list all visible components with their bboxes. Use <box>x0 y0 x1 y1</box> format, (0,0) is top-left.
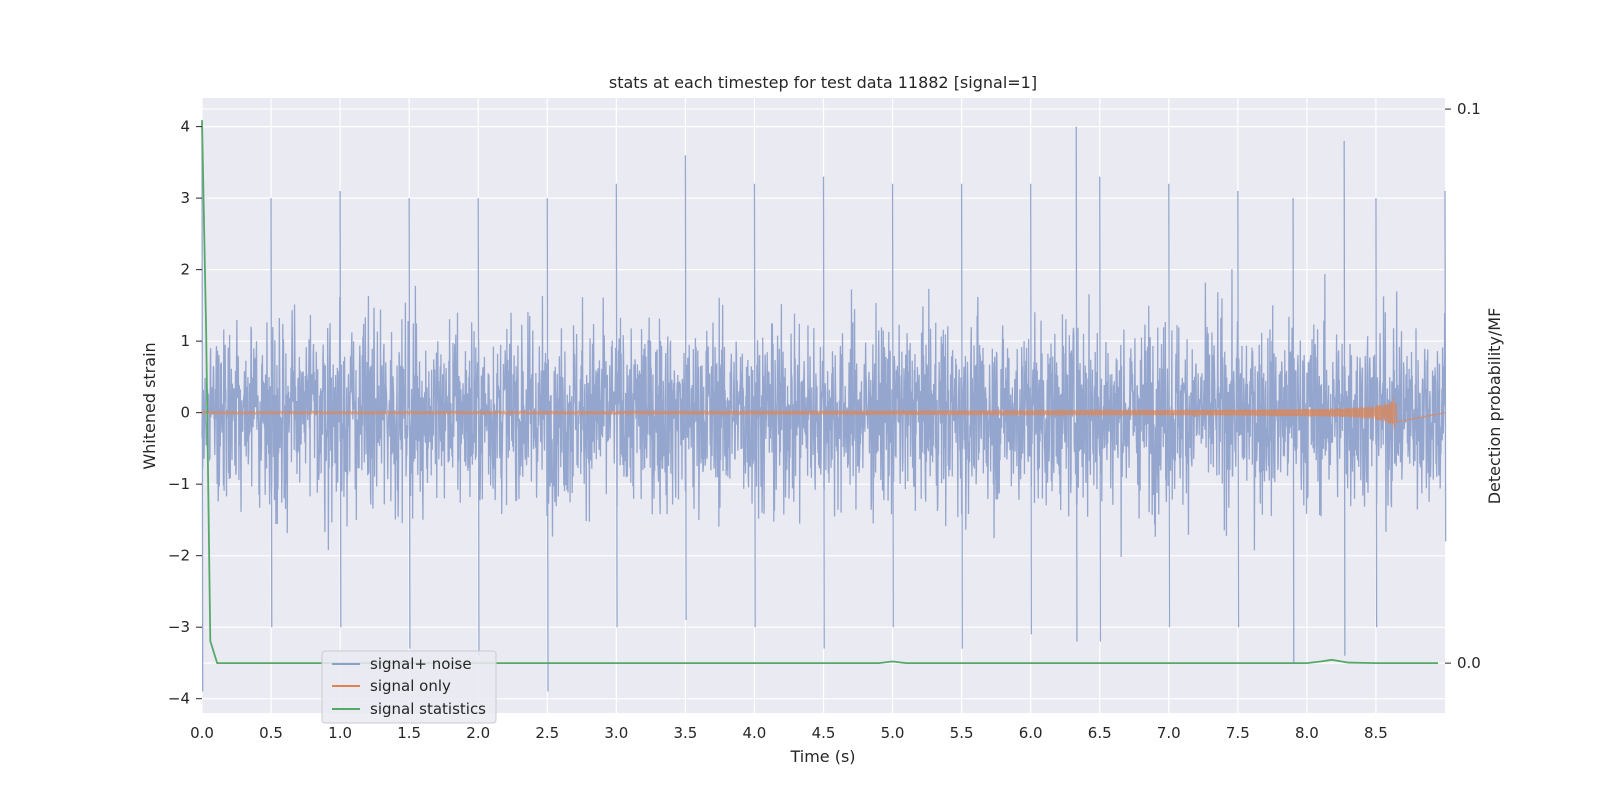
legend: signal+ noise signal only signal statist… <box>321 650 497 724</box>
x-tick-label: 7.0 <box>1157 724 1181 742</box>
signal-statistics-line <box>201 120 1439 665</box>
x-tick-label: 8.5 <box>1364 724 1388 742</box>
y-tick-label: 3 <box>180 189 190 207</box>
x-tick-label: 3.0 <box>604 724 628 742</box>
x-tick-label: 1.5 <box>397 724 421 742</box>
x-tick-label: 2.0 <box>466 724 490 742</box>
chart-title: stats at each timestep for test data 118… <box>609 73 1037 92</box>
x-tick-label: 4.5 <box>812 724 836 742</box>
x-tick-label: 4.0 <box>743 724 767 742</box>
x-axis-label: Time (s) <box>789 747 855 766</box>
y-tick-label: 1 <box>180 332 190 350</box>
x-tick-label: 6.0 <box>1019 724 1043 742</box>
signal-only-line <box>201 398 1446 429</box>
x-tick-label: 6.5 <box>1088 724 1112 742</box>
x-tick-label: 1.0 <box>328 724 352 742</box>
legend-label-signal-noise: signal+ noise <box>370 655 472 673</box>
y-tick-label: −1 <box>168 475 190 493</box>
y-tick-label: −4 <box>168 690 190 708</box>
y-tick-label: 4 <box>180 118 190 136</box>
y2-tick-label: 0.1 <box>1457 100 1481 118</box>
y2-axis-label: Detection probability/MF <box>1485 308 1504 505</box>
x-tick-label: 7.5 <box>1226 724 1250 742</box>
y-tick-label: 0 <box>180 404 190 422</box>
legend-label-signal-statistics: signal statistics <box>370 700 486 718</box>
series-signal-only <box>201 398 1446 429</box>
y-axis-ticks: 4 3 2 1 0 −1 −2 −3 −4 <box>168 118 202 708</box>
y2-tick-label: 0.0 <box>1457 654 1481 672</box>
y-tick-label: 2 <box>180 261 190 279</box>
x-axis-ticks: 0.0 0.5 1.0 1.5 2.0 2.5 3.0 3.5 4.0 4.5 5.0 5.5 6.0 6… <box>190 724 1388 742</box>
legend-box <box>321 650 497 724</box>
x-tick-label: 5.5 <box>950 724 974 742</box>
x-tick-label: 5.0 <box>881 724 905 742</box>
y-axis-label: Whitened strain <box>140 342 159 469</box>
y2-axis-ticks: 0.1 0.0 <box>1445 100 1481 672</box>
series-signal-statistics <box>201 120 1439 665</box>
y-tick-label: −2 <box>168 547 190 565</box>
x-tick-label: 3.5 <box>673 724 697 742</box>
x-tick-label: 8.0 <box>1295 724 1319 742</box>
x-tick-label: 2.5 <box>535 724 559 742</box>
legend-label-signal-only: signal only <box>370 677 451 695</box>
y-tick-label: −3 <box>168 618 190 636</box>
x-tick-label: 0.5 <box>259 724 283 742</box>
x-tick-label: 0.0 <box>190 724 214 742</box>
